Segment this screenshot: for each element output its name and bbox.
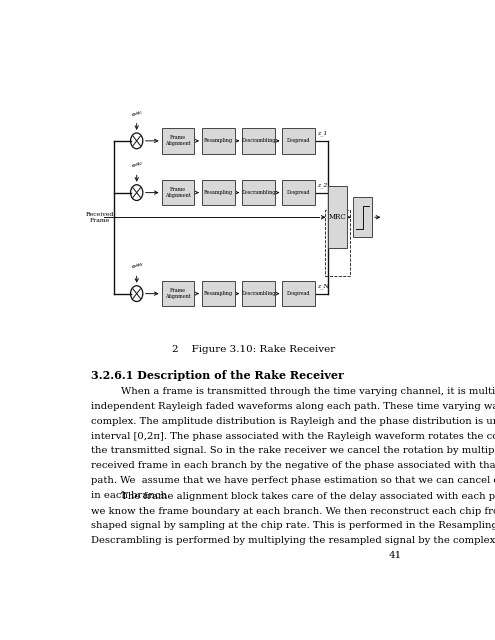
FancyBboxPatch shape xyxy=(161,128,194,154)
Text: $e^{j\phi_1}$: $e^{j\phi_1}$ xyxy=(131,109,143,118)
FancyBboxPatch shape xyxy=(283,128,315,154)
Text: The frame alignment block takes care of the delay associated with each path so t: The frame alignment block takes care of … xyxy=(121,492,495,500)
FancyBboxPatch shape xyxy=(283,180,315,205)
Text: complex. The amplitude distribution is Rayleigh and the phase distribution is un: complex. The amplitude distribution is R… xyxy=(91,417,495,426)
Text: z_2: z_2 xyxy=(317,182,327,188)
Text: received frame in each branch by the negative of the phase associated with that : received frame in each branch by the neg… xyxy=(91,461,495,470)
Text: When a frame is transmitted through the time varying channel, it is multiplied w: When a frame is transmitted through the … xyxy=(121,387,495,396)
FancyBboxPatch shape xyxy=(353,197,372,237)
Text: MRC: MRC xyxy=(329,213,346,221)
Text: Despread: Despread xyxy=(287,190,310,195)
FancyBboxPatch shape xyxy=(202,128,235,154)
Text: Frame
Alignment: Frame Alignment xyxy=(165,188,191,198)
Text: path. We  assume that we have perfect phase estimation so that we can cancel out: path. We assume that we have perfect pha… xyxy=(91,476,495,485)
FancyBboxPatch shape xyxy=(242,281,275,307)
Text: in each branch.: in each branch. xyxy=(91,491,170,500)
FancyBboxPatch shape xyxy=(202,180,235,205)
Text: 3.2.6.1 Description of the Rake Receiver: 3.2.6.1 Description of the Rake Receiver xyxy=(91,370,344,381)
FancyBboxPatch shape xyxy=(161,180,194,205)
Text: Resampling: Resampling xyxy=(203,291,233,296)
Text: Descrambling: Descrambling xyxy=(241,190,276,195)
Text: Resampling: Resampling xyxy=(203,190,233,195)
Text: interval [0,2π]. The phase associated with the Rayleigh waveform rotates the con: interval [0,2π]. The phase associated wi… xyxy=(91,431,495,440)
Text: $e^{j\phi_N}$: $e^{j\phi_N}$ xyxy=(131,262,143,271)
Text: Despread: Despread xyxy=(287,291,310,296)
Text: Frame
Alignment: Frame Alignment xyxy=(165,136,191,147)
Text: Frame
Alignment: Frame Alignment xyxy=(165,288,191,299)
FancyBboxPatch shape xyxy=(202,281,235,307)
Text: $e^{j\phi_2}$: $e^{j\phi_2}$ xyxy=(131,161,143,170)
Text: Descrambling: Descrambling xyxy=(241,138,276,143)
Text: 41: 41 xyxy=(389,551,402,560)
Text: 2    Figure 3.10: Rake Receiver: 2 Figure 3.10: Rake Receiver xyxy=(172,346,335,355)
Text: shaped signal by sampling at the chip rate. This is performed in the Resampling : shaped signal by sampling at the chip ra… xyxy=(91,522,495,531)
Text: Descrambling: Descrambling xyxy=(241,291,276,296)
FancyBboxPatch shape xyxy=(329,186,347,248)
Text: z_N: z_N xyxy=(317,283,329,289)
Text: the transmitted signal. So in the rake receiver we cancel the rotation by multip: the transmitted signal. So in the rake r… xyxy=(91,447,495,456)
FancyBboxPatch shape xyxy=(283,281,315,307)
FancyBboxPatch shape xyxy=(242,128,275,154)
Text: independent Rayleigh faded waveforms along each path. These time varying wavefor: independent Rayleigh faded waveforms alo… xyxy=(91,402,495,411)
FancyBboxPatch shape xyxy=(161,281,194,307)
Text: Received
Frame: Received Frame xyxy=(86,212,114,223)
FancyBboxPatch shape xyxy=(242,180,275,205)
Text: Despread: Despread xyxy=(287,138,310,143)
Text: we know the frame boundary at each branch. We then reconstruct each chip from th: we know the frame boundary at each branc… xyxy=(91,506,495,516)
Text: Descrambling is performed by multiplying the resampled signal by the complex con: Descrambling is performed by multiplying… xyxy=(91,536,495,545)
Text: Resampling: Resampling xyxy=(203,138,233,143)
Text: z_1: z_1 xyxy=(317,131,327,136)
